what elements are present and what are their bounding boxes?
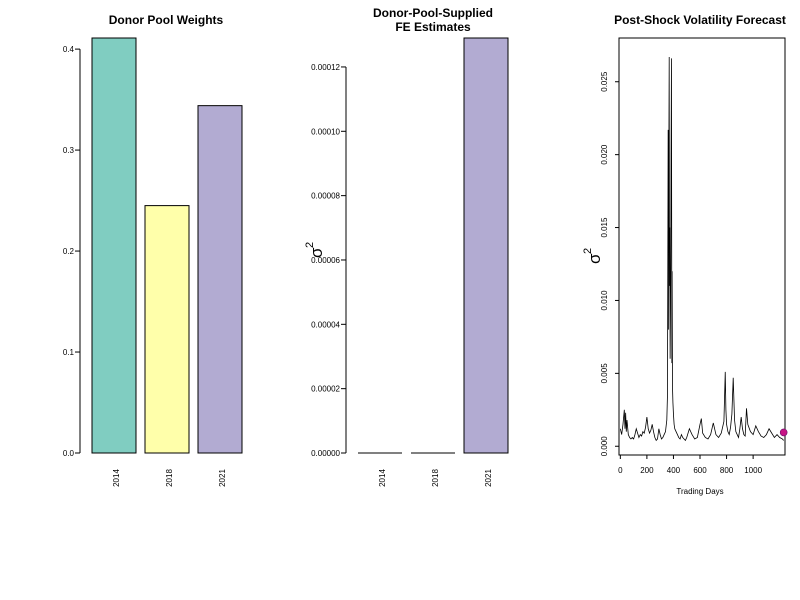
p2-x-tick-label: 2018	[431, 469, 440, 487]
p1-y-tick-label: 0.3	[63, 146, 75, 155]
forecast-marker-group	[779, 428, 788, 437]
p2-y-tick-label: 0.00012	[311, 63, 340, 72]
panel1-y-axis: 0.0 0.1 0.2 0.3 0.4	[63, 45, 81, 458]
panel2-y-label-symbol: σ	[307, 247, 326, 258]
p2-y-tick-label: 0.00010	[311, 127, 340, 136]
forecast-point-marker	[779, 428, 788, 437]
p1-y-tick-label: 0.1	[63, 348, 75, 357]
panel3-y-label-exponent: 2	[582, 248, 594, 254]
p1-y-tick-label: 0.2	[63, 247, 75, 256]
panel2-title-line1: Donor-Pool-Supplied	[373, 6, 493, 20]
p3-y-tick-label: 0.015	[600, 217, 609, 238]
p2-y-tick-label: 0.00006	[311, 256, 340, 265]
panel2-title-line2: FE Estimates	[395, 20, 471, 34]
p1-bar-2018	[144, 205, 190, 454]
p3-x-tick-label: 400	[667, 466, 681, 475]
panel2-y-axis: 0.00000 0.00002 0.00004 0.00006 0.00008 0.000…	[311, 63, 347, 458]
p2-x-tick-label: 2014	[378, 469, 387, 487]
p3-y-tick-label: 0.010	[600, 290, 609, 311]
p1-x-tick-label: 2014	[112, 469, 121, 487]
panel1-bars	[91, 37, 243, 454]
p3-y-tick-label: 0.000	[600, 436, 609, 457]
panel-donor-pool-weights: Donor Pool Weights 0.00.10.20.30.4 2014 2…	[63, 13, 243, 487]
p1-y-tick-label: 0.4	[63, 45, 75, 54]
panel3-x-label: Trading Days	[676, 487, 723, 496]
p2-y-tick-label: 0.00004	[311, 320, 340, 329]
panel-volatility-forecast: Post-Shock Volatility Forecast 0.0000.00…	[582, 13, 788, 496]
p3-x-tick-label: 800	[720, 466, 734, 475]
panel3-title: Post-Shock Volatility Forecast	[614, 13, 786, 27]
volatility-series-line	[619, 56, 784, 442]
p3-x-tick-label: 0	[618, 466, 623, 475]
panel2-y-label-exponent: 2	[304, 242, 316, 248]
p1-bar-2021	[197, 105, 243, 454]
p3-y-tick-label: 0.020	[600, 144, 609, 165]
panel1-title: Donor Pool Weights	[109, 13, 224, 27]
p3-x-tick-label: 600	[693, 466, 707, 475]
panel1-x-labels: 2014 2018 2021	[112, 469, 227, 487]
p1-y-tick-label: 0.0	[63, 449, 75, 458]
panel3-plot-box	[618, 37, 786, 456]
p3-x-tick-label: 1000	[744, 466, 762, 475]
p3-y-tick-label: 0.025	[600, 71, 609, 92]
panel2-bars	[358, 37, 509, 454]
p1-bar-2014	[91, 37, 137, 454]
panel2-x-labels: 2014 2018 2021	[378, 469, 493, 487]
p2-y-tick-label: 0.00008	[311, 192, 340, 201]
panel3-x-axis: 0 200 400 600 800 1000	[618, 455, 763, 475]
p2-bar-2021	[463, 37, 509, 454]
panel3-y-label-symbol: σ	[585, 253, 604, 264]
p3-y-tick-label: 0.005	[600, 363, 609, 384]
p2-x-tick-label: 2021	[484, 469, 493, 487]
p2-y-tick-label: 0.00000	[311, 449, 340, 458]
panel3-y-axis: 0.000 0.005 0.010 0.015 0.020 0.025	[600, 71, 619, 456]
p3-x-tick-label: 200	[640, 466, 654, 475]
p1-x-tick-label: 2021	[218, 469, 227, 487]
panel3-y-label: σ 2	[582, 248, 604, 264]
p1-x-tick-label: 2018	[165, 469, 174, 487]
panel-fe-estimates: Donor-Pool-Supplied FE Estimates σ 2 0.0…	[304, 6, 509, 487]
panel2-y-label: σ 2	[304, 242, 326, 258]
p2-y-tick-label: 0.00002	[311, 385, 340, 394]
